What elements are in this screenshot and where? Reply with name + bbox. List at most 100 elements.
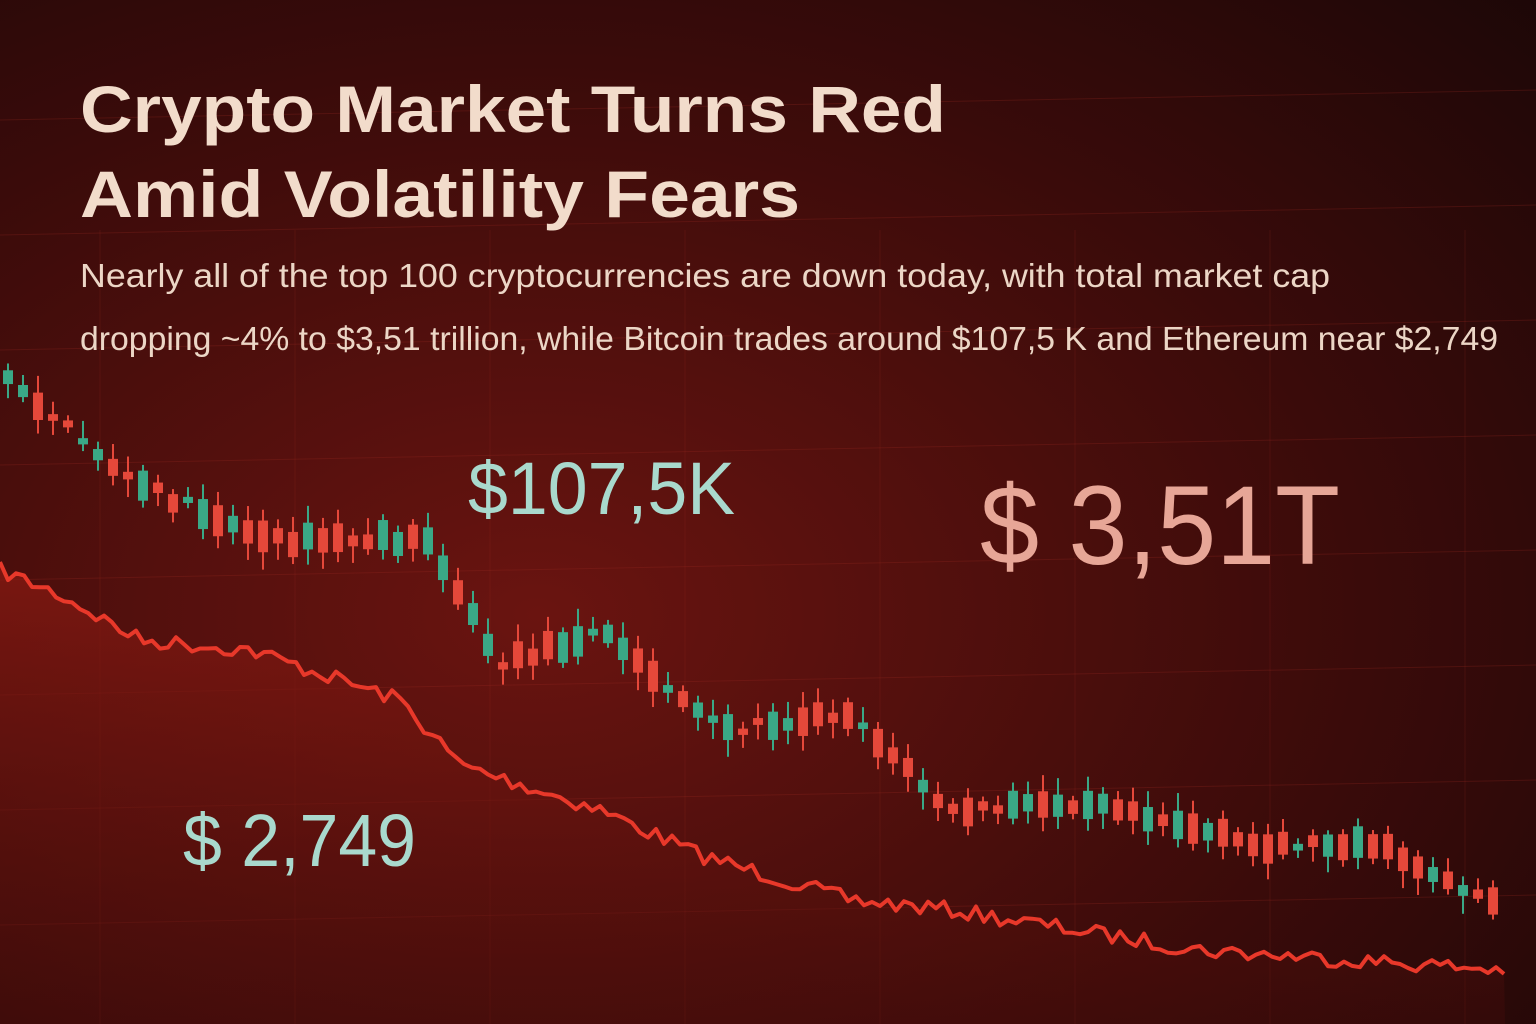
candle-body xyxy=(648,660,658,692)
candle-body xyxy=(48,414,58,421)
candle-body xyxy=(963,797,973,827)
candle-body xyxy=(828,712,838,723)
candle-body xyxy=(258,520,268,553)
candle-body xyxy=(1008,790,1018,819)
candle-body xyxy=(768,711,778,740)
candle-body xyxy=(948,803,958,814)
candle-body xyxy=(1188,813,1198,844)
candle-body xyxy=(588,628,598,636)
candle-body xyxy=(3,370,13,385)
candle-body xyxy=(333,523,343,553)
candle-body xyxy=(18,384,28,398)
candle-body xyxy=(678,691,688,708)
candle-body xyxy=(1098,793,1108,814)
candle-body xyxy=(618,637,628,661)
candle-body xyxy=(1398,847,1408,872)
area-fill xyxy=(0,562,1505,1024)
candle-body xyxy=(873,728,883,758)
candle-body xyxy=(783,718,793,731)
candle-body xyxy=(378,520,388,550)
candle-body xyxy=(918,779,928,793)
candle-body xyxy=(1068,800,1078,814)
candle-body xyxy=(738,728,748,735)
candle-body xyxy=(813,702,823,727)
candle-body xyxy=(273,528,283,544)
candle-body xyxy=(348,535,358,547)
candle-body xyxy=(1233,832,1243,847)
candle-body xyxy=(753,718,763,725)
candle-body xyxy=(1473,889,1483,899)
candle-body xyxy=(153,482,163,493)
candle-body xyxy=(798,707,808,736)
candle-body xyxy=(993,805,1003,814)
candle-body xyxy=(183,496,193,503)
candle-body xyxy=(438,555,448,581)
candle-body xyxy=(243,520,253,544)
candle-body xyxy=(1113,799,1123,821)
candle-body xyxy=(468,603,478,626)
candle-body xyxy=(1143,807,1153,832)
candle-body xyxy=(1323,834,1333,857)
candle-body xyxy=(843,702,853,729)
grid-line xyxy=(0,319,1536,351)
candle-body xyxy=(513,641,523,669)
candle-body xyxy=(408,524,418,549)
candle-body xyxy=(138,470,148,501)
candle-body xyxy=(708,715,718,723)
candle-body xyxy=(543,630,553,660)
candle-body xyxy=(33,392,43,421)
candle-body xyxy=(453,580,463,605)
candle-body xyxy=(1338,834,1348,861)
candle-body xyxy=(1128,801,1138,821)
candle-body xyxy=(888,747,898,764)
candle-body xyxy=(228,515,238,533)
candle-body xyxy=(1083,790,1093,820)
candle-body xyxy=(1158,814,1168,827)
candle-body xyxy=(603,624,613,644)
grid-line xyxy=(0,204,1536,236)
candle-body xyxy=(933,793,943,809)
candle-body xyxy=(168,494,178,513)
candle-body xyxy=(78,438,88,445)
candle-body xyxy=(393,531,403,556)
candle-body xyxy=(1278,831,1288,855)
candle-body xyxy=(1368,834,1378,859)
candle-body xyxy=(663,685,673,693)
candle-body xyxy=(528,648,538,666)
candle-body xyxy=(318,528,328,553)
candle-body xyxy=(1218,818,1228,847)
subtitle-line: Nearly all of the top 100 cryptocurrenci… xyxy=(80,257,1330,294)
candle-body xyxy=(633,648,643,673)
candle-body xyxy=(1173,810,1183,840)
candle-body xyxy=(93,449,103,461)
candle-body xyxy=(1413,856,1423,879)
candle-body xyxy=(288,531,298,558)
candle-body xyxy=(903,757,913,777)
grid-line xyxy=(0,549,1536,581)
candle-body xyxy=(693,702,703,718)
grid-line xyxy=(0,434,1536,466)
candle-body xyxy=(123,471,133,480)
candle-body xyxy=(1038,791,1048,818)
candle-body xyxy=(573,626,583,657)
market-cap: $ 3,51T xyxy=(980,463,1340,588)
candle-body xyxy=(978,801,988,811)
grid-line xyxy=(0,89,1536,121)
candle-body xyxy=(63,420,73,428)
candle-body xyxy=(483,633,493,656)
candle-body xyxy=(498,662,508,670)
candle-body xyxy=(1353,826,1363,858)
candle-body xyxy=(1203,822,1213,841)
candle-body xyxy=(1308,835,1318,848)
title-line: Amid Volatility Fears xyxy=(80,157,800,231)
candle-body xyxy=(303,522,313,550)
subtitle-line: dropping ~4% to $3,51 trillion, while Bi… xyxy=(80,320,1498,357)
price-line xyxy=(0,561,1506,976)
candle-body xyxy=(1293,843,1303,851)
candle-body xyxy=(1248,833,1258,857)
bitcoin-price: $107,5K xyxy=(468,447,735,530)
candle-body xyxy=(1428,867,1438,882)
candle-body xyxy=(858,722,868,730)
